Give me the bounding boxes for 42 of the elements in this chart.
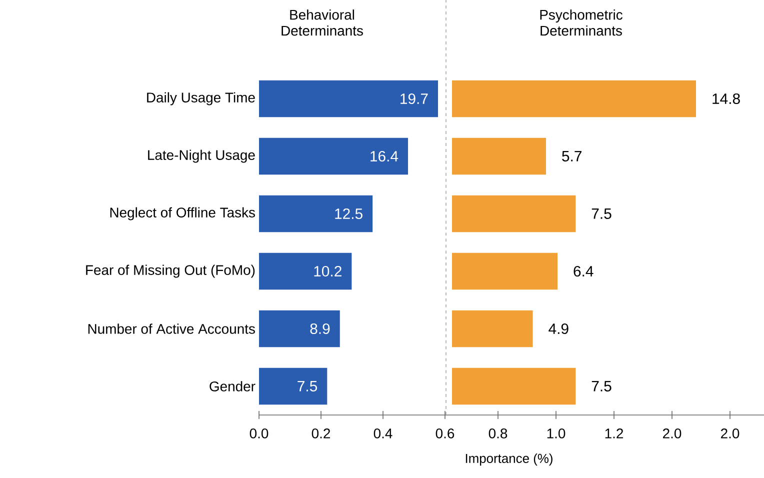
text: 1.0 — [547, 428, 566, 438]
data-label: 8.9 — [310, 323, 330, 334]
text: 0.0 — [250, 428, 268, 438]
data-label: 12.5 — [335, 208, 362, 220]
bar — [259, 80, 438, 118]
y-tick-label: Daily Usage Time — [147, 92, 255, 106]
data-label: 16.4 — [370, 150, 398, 162]
text: 0.2 — [312, 428, 330, 438]
bar — [259, 310, 340, 348]
data-label: 7.5 — [298, 381, 318, 392]
data-label: 5.7 — [562, 151, 582, 162]
text: 2.0 — [721, 428, 740, 438]
y-tick-label: Gender — [210, 381, 256, 392]
y-tick-label: Neglect of Offline Tasks — [110, 207, 255, 220]
bar — [452, 252, 558, 290]
data-label: 19.7 — [400, 93, 428, 104]
bar — [452, 195, 576, 232]
text: 0.8 — [488, 428, 508, 438]
bar — [259, 195, 373, 232]
data-label: 4.9 — [548, 323, 568, 334]
bar — [259, 252, 352, 290]
bar — [452, 310, 533, 348]
data-label: 10.2 — [314, 266, 342, 277]
bar — [259, 138, 408, 175]
text: 0.6 — [436, 428, 454, 438]
bar — [452, 368, 576, 405]
text: 0.4 — [374, 428, 392, 438]
text: 1.2 — [605, 428, 624, 438]
chart-title: Behavioral Determinants — [282, 10, 363, 36]
x-axis-title: Importance (%) — [466, 454, 552, 466]
data-label: 7.5 — [592, 208, 612, 219]
data-label: 7.5 — [592, 381, 612, 392]
y-tick-label: Fear of Missing Out (FoMo) — [86, 264, 255, 278]
bar — [259, 368, 328, 405]
data-label: 14.8 — [712, 93, 740, 104]
bar — [452, 80, 696, 118]
bar — [452, 138, 546, 175]
y-tick-label: Late-Night Usage — [148, 150, 255, 163]
chart-title: Psychometric Determinants — [540, 10, 622, 36]
text: 2.0 — [663, 428, 682, 438]
data-label: 6.4 — [574, 266, 594, 277]
y-tick-label: Number of Active Accounts — [88, 324, 255, 334]
